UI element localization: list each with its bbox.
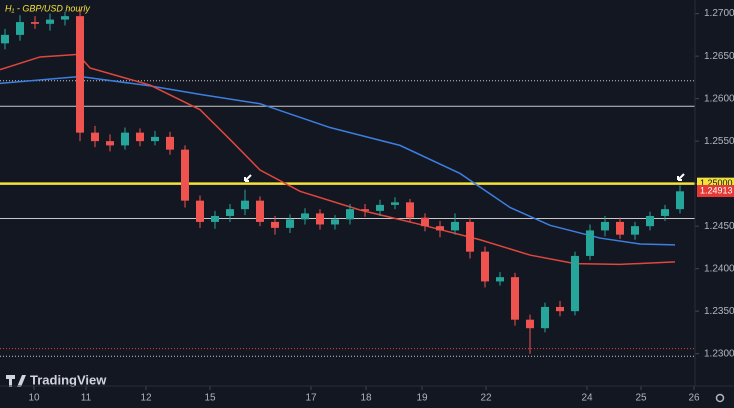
x-tick-label: 19	[416, 393, 428, 404]
y-tick-label: 1.24000	[704, 263, 734, 274]
candle-body	[526, 319, 534, 329]
arrow	[244, 174, 252, 182]
watermark: TradingView	[30, 372, 107, 387]
candle-body	[61, 16, 69, 20]
candle-body	[316, 213, 324, 225]
candle-body	[256, 200, 264, 222]
candle-body	[376, 204, 384, 211]
candle-body	[166, 136, 174, 150]
candle-body	[91, 132, 99, 142]
logo: TradingView	[6, 372, 107, 387]
candle-body	[331, 219, 339, 225]
candle-body	[571, 255, 579, 312]
candle-body	[466, 221, 474, 252]
candle-body	[76, 16, 84, 133]
settings-icon[interactable]	[715, 393, 725, 403]
candle-body	[151, 136, 159, 142]
candle-body	[646, 215, 654, 227]
y-tick-label: 1.24500	[704, 221, 734, 232]
candle-body	[586, 230, 594, 256]
candle-body	[481, 251, 489, 282]
y-tick-label: 1.23000	[704, 348, 734, 359]
x-tick-label: 12	[140, 393, 152, 404]
moving-average	[0, 75, 676, 246]
candle-body	[421, 217, 429, 227]
price-label: 1.24913	[700, 185, 733, 195]
x-tick-label: 17	[305, 393, 317, 404]
x-tick-label: 25	[635, 393, 647, 404]
candle-body	[121, 132, 129, 146]
candle-body	[541, 306, 549, 329]
candle-body	[196, 200, 204, 222]
price-label-box	[697, 185, 734, 198]
candle-body	[616, 221, 624, 235]
candle-body	[31, 22, 39, 24]
candle-body	[496, 277, 504, 282]
candle-body	[286, 219, 294, 228]
candle-body	[601, 221, 609, 231]
candle-body	[301, 213, 309, 220]
candle-body	[271, 221, 279, 228]
x-tick-label: 22	[480, 393, 492, 404]
candle-body	[436, 226, 444, 231]
candle-body	[451, 221, 459, 231]
candle-body	[211, 215, 219, 222]
candle-body	[676, 191, 684, 210]
candle-body	[226, 209, 234, 216]
x-tick-label: 26	[688, 393, 700, 404]
plot	[0, 9, 695, 357]
chart-title: H₁ - GBP/USD hourly	[5, 3, 90, 13]
y-tick-label: 1.25500	[704, 136, 734, 147]
candle-body	[136, 132, 144, 142]
candle-body	[46, 19, 54, 24]
x-tick-label: 24	[581, 393, 593, 404]
candle-body	[661, 209, 669, 216]
candle-body	[406, 202, 414, 218]
candle-body	[1, 34, 9, 44]
candle-body	[106, 141, 114, 146]
arrows	[244, 173, 685, 182]
candle-body	[181, 149, 189, 201]
x-tick-label: 15	[204, 393, 216, 404]
candle-body	[361, 209, 369, 211]
x-tick-label: 10	[28, 393, 40, 404]
candle-body	[16, 22, 24, 35]
candle-body	[556, 306, 564, 312]
y-tick-label: 1.26000	[704, 93, 734, 104]
x-tick-label: 11	[81, 393, 92, 404]
y-tick-label: 1.27000	[704, 8, 734, 19]
y-tick-label: 1.26500	[704, 51, 734, 62]
x-tick-label: 18	[360, 393, 372, 404]
candle-body	[631, 226, 639, 235]
arrow	[677, 173, 685, 181]
candle-body	[241, 200, 249, 210]
candle-body	[391, 202, 399, 205]
price-label: 1.25000	[700, 178, 733, 188]
candle-body	[346, 209, 354, 220]
y-tick-label: 1.23500	[704, 306, 734, 317]
logo-icon	[6, 375, 26, 387]
candle-body	[511, 277, 519, 320]
